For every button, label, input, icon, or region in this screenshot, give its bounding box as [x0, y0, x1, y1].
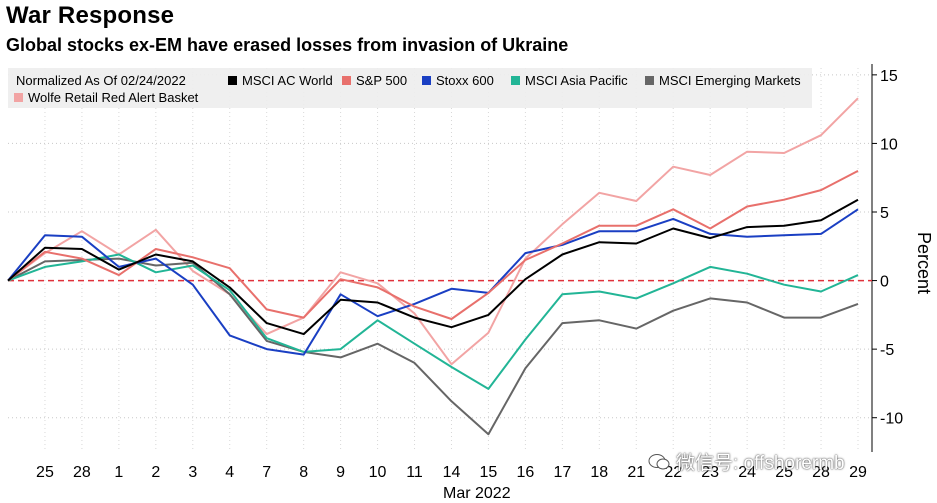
y-tick-label: 10 [880, 136, 898, 153]
y-tick-label: 5 [880, 205, 889, 222]
legend-box [8, 68, 812, 108]
x-tick-label: 24 [738, 464, 756, 481]
x-tick-label: 22 [664, 464, 682, 481]
y-tick-label: -10 [880, 411, 903, 428]
x-tick-label: 2 [151, 464, 160, 481]
x-tick-label: 3 [188, 464, 197, 481]
series-line-stoxx-600 [7, 208, 859, 356]
legend-label: Wolfe Retail Red Alert Basket [28, 90, 199, 105]
watermark-text: 微信号: offshorermb [676, 453, 845, 474]
x-tick-label: 28 [73, 464, 91, 481]
x-tick-label: 28 [812, 464, 830, 481]
legend-label: Stoxx 600 [436, 73, 494, 88]
x-tick-label: 1 [114, 464, 123, 481]
chart-subtitle: Global stocks ex-EM have erased losses f… [6, 35, 569, 55]
legend-swatch [422, 76, 431, 85]
x-tick-label: 18 [590, 464, 608, 481]
legend-swatch [645, 76, 654, 85]
wechat-icon [648, 453, 670, 469]
y-axis: 15 10 5 0 -5 -10 Percent [871, 64, 934, 452]
grid-lines [8, 68, 872, 452]
y-axis-label: Percent [914, 232, 934, 294]
y-tick-label: 0 [880, 274, 889, 291]
x-tick-label: 4 [225, 464, 234, 481]
x-tick-label: 23 [701, 464, 719, 481]
x-tick-label: 11 [406, 464, 423, 481]
x-tick-label: 25 [775, 464, 793, 481]
legend-swatch [228, 76, 237, 85]
x-tick-label: 7 [262, 464, 271, 481]
x-tick-label: 25 [36, 464, 54, 481]
y-tick-label: -5 [880, 342, 894, 359]
x-tick-label: 10 [369, 464, 387, 481]
legend-header: Normalized As Of 02/24/2022 [16, 73, 186, 88]
legend-swatch [511, 76, 520, 85]
x-tick-label: 14 [443, 464, 461, 481]
series-lines [7, 97, 872, 436]
legend-label: MSCI Asia Pacific [525, 73, 628, 88]
x-tick-label: 29 [849, 464, 867, 481]
series-line-wolfe-retail-red-alert-basket [7, 97, 859, 366]
legend-swatch [14, 93, 23, 102]
legend-label: MSCI Emerging Markets [659, 73, 801, 88]
x-tick-label: 17 [553, 464, 571, 481]
series-line-msci-emerging-markets [7, 257, 859, 436]
series-line-s-p-500 [7, 170, 859, 320]
x-tick-label: 15 [480, 464, 498, 481]
x-tick-label: 9 [336, 464, 345, 481]
chart-title: War Response [6, 2, 175, 29]
x-tick-label: 8 [299, 464, 308, 481]
legend-swatch [342, 76, 351, 85]
watermark: 微信号: offshorermb [648, 448, 845, 475]
x-axis-label: Mar 2022 [443, 485, 511, 502]
legend-label: S&P 500 [356, 73, 407, 88]
series-line-msci-asia-pacific [7, 253, 859, 390]
x-tick-label: 16 [516, 464, 534, 481]
legend: Normalized As Of 02/24/2022 MSCI AC World… [8, 68, 812, 108]
x-tick-label: 21 [627, 464, 645, 481]
legend-label: MSCI AC World [242, 73, 333, 88]
series-line-msci-ac-world [7, 198, 859, 336]
y-tick-label: 15 [880, 68, 898, 85]
x-axis: 25 28 1 2 3 4 7 8 9 10 11 14 15 16 17 18 21 22 23 24 25 28 29M… [36, 464, 867, 502]
